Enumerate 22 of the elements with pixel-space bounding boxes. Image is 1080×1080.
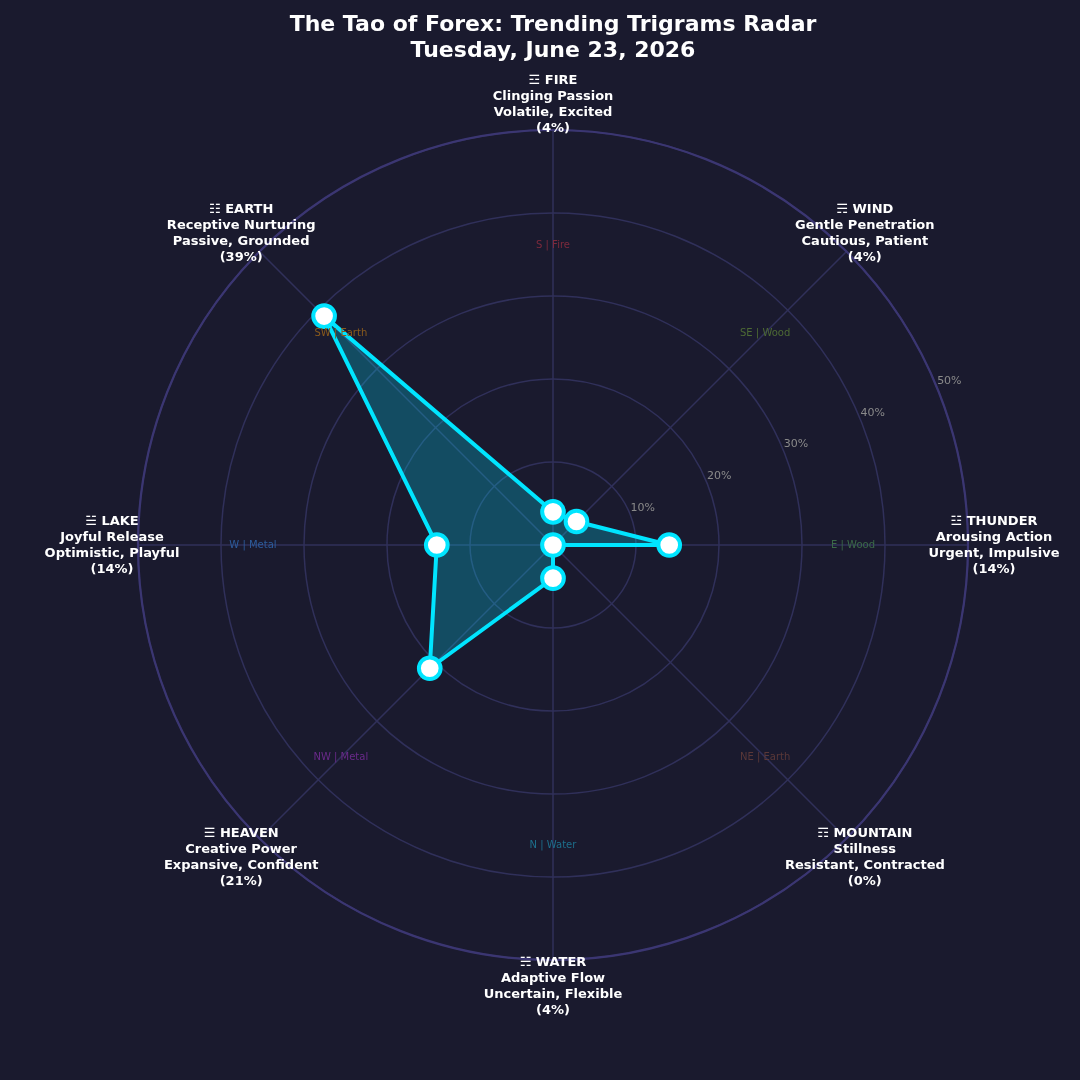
text: SE | Wood xyxy=(740,326,791,339)
spoke-label: ☵ WATER Adaptive Flow Uncertain, Flexible (4%) xyxy=(483,954,623,1017)
text: W | Metal xyxy=(229,539,277,551)
spoke-label: ☲ FIRE Clinging Passion Volatile, Excited (4%) xyxy=(492,72,614,135)
text: E | Wood xyxy=(831,539,876,551)
spoke-label: ☴ WIND Gentle Penetration Cautious, Patient (4%) xyxy=(795,201,935,265)
chart-subtitle: Tuesday, June 23, 2026 xyxy=(410,37,696,62)
chart-title: The Tao of Forex: Trending Trigrams Radar xyxy=(289,11,817,36)
spoke-label: ☱ LAKE Joyful Release Optimistic, Playful (14%) xyxy=(44,513,180,576)
spoke-label: ☶ MOUNTAIN Stillness Resistant, Contracted (0%) xyxy=(784,824,945,888)
text: NW | Metal xyxy=(313,751,369,764)
y-tick-label: 30% xyxy=(783,437,809,451)
spoke-label: ☳ THUNDER Arousing Action Urgent, Impulsive (14%) xyxy=(928,513,1060,576)
text: N | Water xyxy=(529,839,578,852)
text: S | Fire xyxy=(536,238,570,251)
y-tick-label: 10% xyxy=(630,500,655,514)
text: NE | Earth xyxy=(739,751,791,764)
spoke-label: ☷ EARTH Receptive Nurturing Passive, Grounded (39%) xyxy=(166,201,316,265)
y-tick-label: 20% xyxy=(707,469,732,483)
spoke-label: ☰ HEAVEN Creative Power Expansive, Confident (21%) xyxy=(163,824,319,888)
y-tick-label: 50% xyxy=(937,373,962,387)
y-tick-label: 40% xyxy=(860,405,885,419)
